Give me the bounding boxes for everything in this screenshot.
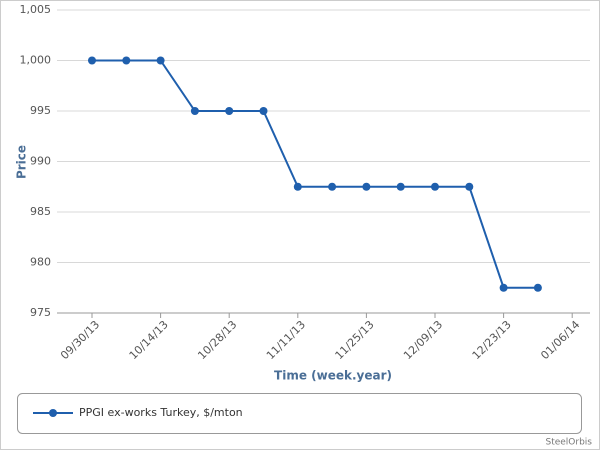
data-point	[362, 182, 371, 191]
data-point	[293, 182, 302, 191]
y-axis-title: Price	[15, 145, 29, 179]
y-tick-label: 980	[30, 256, 51, 269]
credit: SteelOrbis	[545, 438, 592, 448]
data-point	[190, 107, 199, 115]
data-point	[396, 182, 405, 191]
y-tick-label: 985	[30, 205, 51, 218]
legend-label: PPGI ex-works Turkey, $/mton	[79, 406, 243, 419]
data-point	[122, 56, 131, 65]
y-tick-label: 975	[30, 306, 51, 319]
data-point	[88, 56, 96, 65]
data-point	[499, 283, 508, 292]
y-tick-label: 1,005	[20, 3, 52, 16]
x-axis-title: Time (week.year)	[274, 369, 392, 383]
y-tick-label: 990	[30, 155, 51, 168]
data-point	[431, 182, 439, 191]
legend-marker	[49, 409, 57, 417]
data-point	[465, 182, 474, 191]
data-point	[328, 182, 337, 191]
legend-box	[17, 393, 582, 434]
series-line	[92, 59, 538, 289]
data-point	[225, 107, 234, 115]
data-point	[156, 56, 165, 65]
data-point	[259, 107, 268, 115]
y-tick-label: 995	[30, 104, 51, 117]
y-tick-label: 1,000	[20, 54, 52, 67]
data-point	[533, 283, 542, 292]
